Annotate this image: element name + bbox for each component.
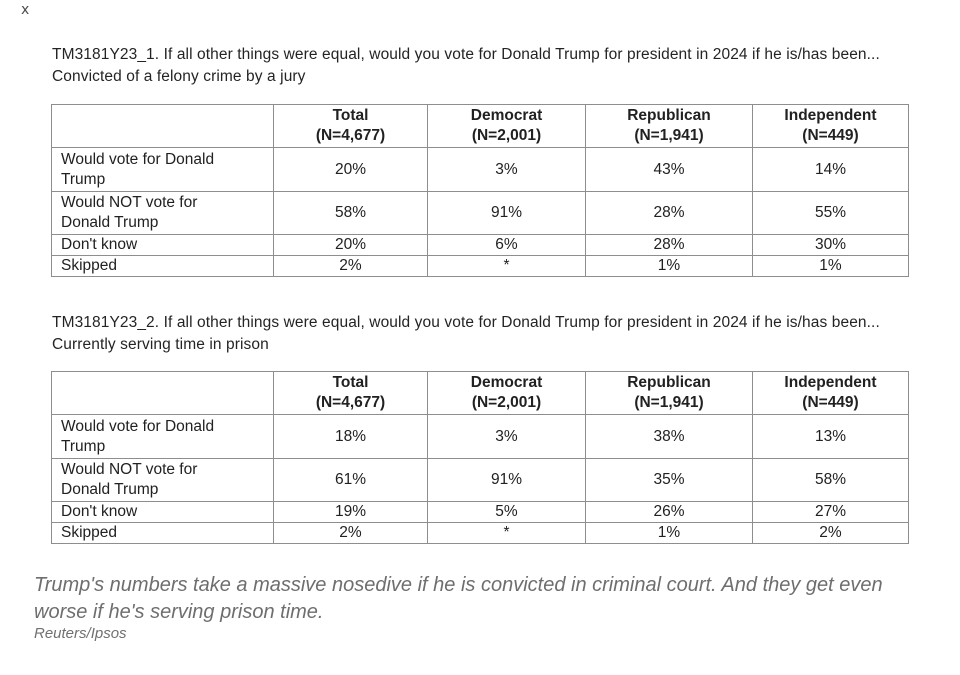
column-header-label: Democrat xyxy=(470,374,543,391)
table-row: Would NOT vote for Donald Trump 58% 91% 28%… xyxy=(51,191,909,235)
cell-value: 19% xyxy=(273,501,428,523)
cell-value: 18% xyxy=(273,414,428,459)
cell-value: 14% xyxy=(752,147,909,192)
row-label-column-header xyxy=(51,371,274,415)
analysis-caption: Trump's numbers take a massive nosedive … xyxy=(34,574,883,623)
table-row: Would vote for Donald Trump 20% 3% 43% 14% xyxy=(51,147,909,192)
cell-value: 43% xyxy=(585,147,753,192)
column-header-label: Independent xyxy=(784,107,877,124)
column-header-n: (N=449) xyxy=(802,126,859,144)
cell-value: 20% xyxy=(273,234,428,256)
cell-value: 2% xyxy=(273,522,428,544)
row-label-text: Would NOT vote for Donald Trump xyxy=(61,461,198,498)
row-label: Don't know xyxy=(51,501,274,523)
column-header-label: Total xyxy=(332,374,369,391)
table-row: Skipped 2% * 1% 2% xyxy=(51,522,909,544)
source-attribution: Reuters/Ipsos xyxy=(34,625,127,642)
cell-value: 20% xyxy=(273,147,428,192)
cell-value: 91% xyxy=(427,191,586,235)
poll-table-felony-conviction: Total (N=4,677) Democrat (N=2,001) Republica… xyxy=(51,104,909,277)
column-header: Democrat (N=2,001) xyxy=(427,371,586,415)
column-header-label: Total xyxy=(332,107,369,124)
row-label-text: Don't know xyxy=(61,236,138,253)
row-label-text: Skipped xyxy=(61,524,118,541)
cell-value: 3% xyxy=(427,147,586,192)
column-header: Republican (N=1,941) xyxy=(585,371,753,415)
cell-value: 58% xyxy=(752,458,909,502)
column-header: Republican (N=1,941) xyxy=(585,104,753,148)
table-row: Would vote for Donald Trump 18% 3% 38% 13% xyxy=(51,414,909,459)
cell-value: 55% xyxy=(752,191,909,235)
column-header: Independent (N=449) xyxy=(752,371,909,415)
column-header-n: (N=2,001) xyxy=(471,393,542,411)
cell-value: 2% xyxy=(273,255,428,277)
cell-value: 13% xyxy=(752,414,909,459)
column-header-n: (N=4,677) xyxy=(315,126,386,144)
column-header-n: (N=449) xyxy=(802,393,859,411)
row-label: Don't know xyxy=(51,234,274,256)
cell-value: 61% xyxy=(273,458,428,502)
cell-value: 6% xyxy=(427,234,586,256)
column-header-n: (N=2,001) xyxy=(471,126,542,144)
column-header-label: Republican xyxy=(627,374,711,391)
cell-value: 28% xyxy=(585,191,753,235)
header-row: Total (N=4,677) Democrat (N=2,001) Republica… xyxy=(51,371,909,415)
column-header: Total (N=4,677) xyxy=(273,104,428,148)
cell-value: 58% xyxy=(273,191,428,235)
cell-value: 3% xyxy=(427,414,586,459)
table-body: Would vote for Donald Trump 20% 3% 43% 14% Wo… xyxy=(51,147,909,277)
cell-value: 2% xyxy=(752,522,909,544)
cell-value: * xyxy=(427,255,586,277)
column-header-label: Democrat xyxy=(470,107,543,124)
column-header-n: (N=1,941) xyxy=(634,393,704,411)
header-row: Total (N=4,677) Democrat (N=2,001) Republica… xyxy=(51,104,909,148)
row-label-text: Would vote for Donald Trump xyxy=(61,417,215,455)
cell-value: 38% xyxy=(585,414,753,459)
cell-value: 91% xyxy=(427,458,586,502)
row-label-column-header xyxy=(51,104,274,148)
row-label: Skipped xyxy=(51,522,274,544)
column-header-label: Republican xyxy=(627,107,711,124)
cell-value: 28% xyxy=(585,234,753,256)
row-label: Would vote for Donald Trump xyxy=(51,147,274,192)
row-label: Would NOT vote for Donald Trump xyxy=(51,458,274,502)
column-header-n: (N=1,941) xyxy=(634,126,704,144)
cell-value: 1% xyxy=(585,522,753,544)
question-title-1: TM3181Y23_1. If all other things were eq… xyxy=(52,46,880,85)
row-label: Skipped xyxy=(51,255,274,277)
cell-value: 1% xyxy=(585,255,753,277)
column-header: Democrat (N=2,001) xyxy=(427,104,586,148)
row-label: Would vote for Donald Trump xyxy=(51,414,274,459)
table-row: Skipped 2% * 1% 1% xyxy=(51,255,909,277)
column-header: Total (N=4,677) xyxy=(273,371,428,415)
cell-value: 27% xyxy=(752,501,909,523)
question-title-2: TM3181Y23_2. If all other things were eq… xyxy=(52,314,880,353)
table-header: Total (N=4,677) Democrat (N=2,001) Republica… xyxy=(51,371,909,415)
table-row: Would NOT vote for Donald Trump 61% 91% 35%… xyxy=(51,458,909,502)
table-body: Would vote for Donald Trump 18% 3% 38% 13% Wo… xyxy=(51,414,909,544)
stray-x-mark: x xyxy=(21,2,30,18)
table-row: Don't know 20% 6% 28% 30% xyxy=(51,234,909,256)
cell-value: 5% xyxy=(427,501,586,523)
cell-value: 26% xyxy=(585,501,753,523)
poll-table-serving-prison: Total (N=4,677) Democrat (N=2,001) Republica… xyxy=(51,371,909,544)
cell-value: 35% xyxy=(585,458,753,502)
column-header: Independent (N=449) xyxy=(752,104,909,148)
table-row: Don't know 19% 5% 26% 27% xyxy=(51,501,909,523)
cell-value: * xyxy=(427,522,586,544)
row-label: Would NOT vote for Donald Trump xyxy=(51,191,274,235)
row-label-text: Don't know xyxy=(61,503,138,520)
row-label-text: Skipped xyxy=(61,257,118,274)
table-header: Total (N=4,677) Democrat (N=2,001) Republica… xyxy=(51,104,909,148)
cell-value: 1% xyxy=(752,255,909,277)
row-label-text: Would NOT vote for Donald Trump xyxy=(61,194,198,231)
column-header-n: (N=4,677) xyxy=(315,393,386,411)
row-label-text: Would vote for Donald Trump xyxy=(61,150,215,188)
cell-value: 30% xyxy=(752,234,909,256)
column-header-label: Independent xyxy=(784,374,877,391)
